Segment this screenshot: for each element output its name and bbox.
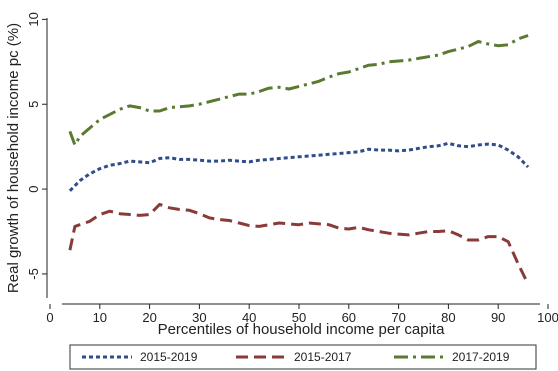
- x-tick-label: 100: [537, 310, 558, 325]
- legend-label-2017-2019: 2017-2019: [452, 350, 510, 364]
- legend-label-2015-2019: 2015-2019: [140, 350, 198, 364]
- x-tick-label: 70: [391, 310, 405, 325]
- x-ticks: 0 10 20 30 40 50 60 70 80 90 100: [46, 304, 558, 325]
- x-tick-label: 90: [491, 310, 505, 325]
- y-tick-label: 5: [26, 101, 41, 108]
- x-tick-label: 60: [342, 310, 356, 325]
- series-line-2015-2019: [68, 141, 530, 192]
- y-tick-label: -5: [26, 268, 41, 280]
- x-axis-title: Percentiles of household income per capi…: [158, 321, 445, 338]
- series-layer: [68, 34, 530, 285]
- series-line-2015-2017: [68, 202, 530, 285]
- x-tick-label: 40: [242, 310, 256, 325]
- x-tick-label: 20: [142, 310, 156, 325]
- legend-items: 2015-2019 2015-2017 2017-2019: [82, 350, 510, 364]
- x-tick-label: 30: [192, 310, 206, 325]
- series-line-2017-2019: [68, 34, 529, 147]
- y-tick-label: 10: [26, 12, 41, 26]
- x-tick-label: 0: [46, 310, 53, 325]
- x-tick-label: 80: [441, 310, 455, 325]
- legend-label-2015-2017: 2015-2017: [294, 350, 352, 364]
- y-axis-title: Real growth of household income pc (%): [5, 23, 22, 293]
- x-tick-label: 50: [292, 310, 306, 325]
- legend: 2015-2019 2015-2017 2017-2019: [69, 344, 537, 370]
- y-ticks: -5 0 5 10: [26, 12, 47, 280]
- legend-box: [69, 344, 537, 370]
- x-tick-label: 10: [93, 310, 107, 325]
- y-tick-label: 0: [26, 185, 41, 192]
